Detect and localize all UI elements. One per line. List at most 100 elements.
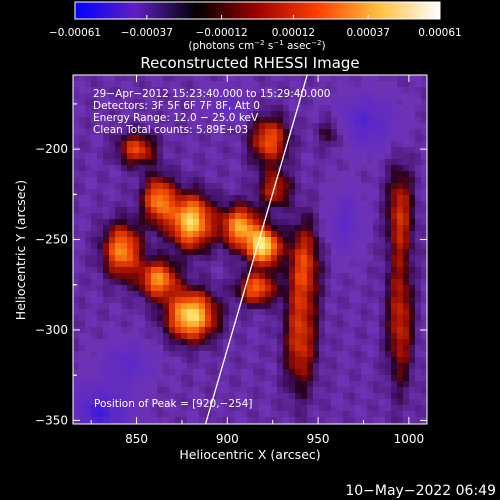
heatmap-cell: [139, 411, 146, 418]
heatmap-cell: [343, 393, 350, 400]
heatmap-cell: [313, 123, 320, 130]
heatmap-cell: [91, 399, 98, 406]
heatmap-cell: [283, 327, 290, 334]
heatmap-cell: [277, 123, 284, 130]
heatmap-cell: [91, 99, 98, 106]
heatmap-cell: [271, 345, 278, 352]
heatmap-cell: [289, 357, 296, 364]
heatmap-cell: [91, 219, 98, 226]
heatmap-cell: [415, 105, 422, 112]
heatmap-cell: [319, 93, 326, 100]
heatmap-cell: [169, 165, 176, 172]
heatmap-cell: [355, 105, 362, 112]
heatmap-cell: [199, 387, 206, 394]
heatmap-cell: [145, 279, 152, 286]
heatmap-cell: [379, 381, 386, 388]
heatmap-cell: [379, 417, 386, 424]
heatmap-cell: [103, 219, 110, 226]
heatmap-cell: [415, 291, 422, 298]
heatmap-cell: [349, 147, 356, 154]
heatmap-cell: [277, 291, 284, 298]
heatmap-cell: [385, 129, 392, 136]
heatmap-cell: [295, 225, 302, 232]
heatmap-cell: [241, 279, 248, 286]
heatmap-cell: [415, 123, 422, 130]
heatmap-cell: [409, 363, 416, 370]
heatmap-cell: [163, 261, 170, 268]
heatmap-cell: [79, 141, 86, 148]
heatmap-cell: [187, 213, 194, 220]
heatmap-cell: [115, 351, 122, 358]
heatmap-cell: [385, 255, 392, 262]
heatmap-cell: [127, 309, 134, 316]
heatmap-cell: [271, 87, 278, 94]
heatmap-cell: [109, 357, 116, 364]
heatmap-cell: [91, 285, 98, 292]
heatmap-cell: [163, 399, 170, 406]
heatmap-cell: [259, 381, 266, 388]
heatmap-cell: [331, 189, 338, 196]
heatmap-cell: [373, 189, 380, 196]
heatmap-cell: [319, 207, 326, 214]
heatmap-cell: [403, 393, 410, 400]
heatmap-cell: [229, 123, 236, 130]
heatmap-cell: [271, 243, 278, 250]
heatmap-cell: [97, 333, 104, 340]
heatmap-cell: [337, 225, 344, 232]
heatmap-cell: [343, 87, 350, 94]
heatmap-cell: [373, 207, 380, 214]
heatmap-cell: [139, 105, 146, 112]
heatmap-cell: [415, 201, 422, 208]
heatmap-cell: [265, 111, 272, 118]
heatmap-cell: [313, 279, 320, 286]
heatmap-cell: [97, 375, 104, 382]
heatmap-cell: [115, 75, 122, 82]
heatmap-cell: [163, 339, 170, 346]
heatmap-cell: [367, 345, 374, 352]
heatmap-cell: [409, 75, 416, 82]
heatmap-cell: [277, 213, 284, 220]
heatmap-cell: [229, 381, 236, 388]
heatmap-cell: [301, 405, 308, 412]
heatmap-cell: [253, 177, 260, 184]
heatmap-cell: [157, 327, 164, 334]
heatmap-cell: [319, 267, 326, 274]
heatmap-cell: [385, 75, 392, 82]
heatmap-cell: [211, 99, 218, 106]
heatmap-cell: [319, 81, 326, 88]
heatmap-cell: [385, 273, 392, 280]
heatmap-cell: [301, 273, 308, 280]
heatmap-cell: [139, 183, 146, 190]
heatmap-cell: [253, 129, 260, 136]
heatmap-cell: [175, 309, 182, 316]
heatmap-cell: [283, 339, 290, 346]
heatmap-cell: [127, 249, 134, 256]
heatmap-cell: [319, 387, 326, 394]
heatmap-cell: [151, 183, 158, 190]
heatmap-cell: [313, 81, 320, 88]
heatmap-cell: [229, 231, 236, 238]
heatmap-cell: [175, 75, 182, 82]
heatmap-cell: [259, 261, 266, 268]
heatmap-cell: [385, 333, 392, 340]
heatmap-cell: [217, 243, 224, 250]
heatmap-cell: [157, 351, 164, 358]
heatmap-cell: [79, 225, 86, 232]
heatmap-cell: [109, 291, 116, 298]
heatmap-cell: [79, 375, 86, 382]
heatmap-cell: [283, 75, 290, 82]
heatmap-cell: [247, 123, 254, 130]
heatmap-cell: [397, 243, 404, 250]
heatmap-cell: [331, 333, 338, 340]
heatmap-cell: [145, 285, 152, 292]
heatmap-cell: [133, 411, 140, 418]
heatmap-cell: [175, 117, 182, 124]
heatmap-cell: [187, 405, 194, 412]
heatmap-cell: [295, 183, 302, 190]
heatmap-cell: [271, 255, 278, 262]
heatmap-cell: [157, 339, 164, 346]
heatmap-cell: [247, 177, 254, 184]
heatmap-cell: [97, 213, 104, 220]
heatmap-cell: [175, 345, 182, 352]
heatmap-cell: [355, 309, 362, 316]
